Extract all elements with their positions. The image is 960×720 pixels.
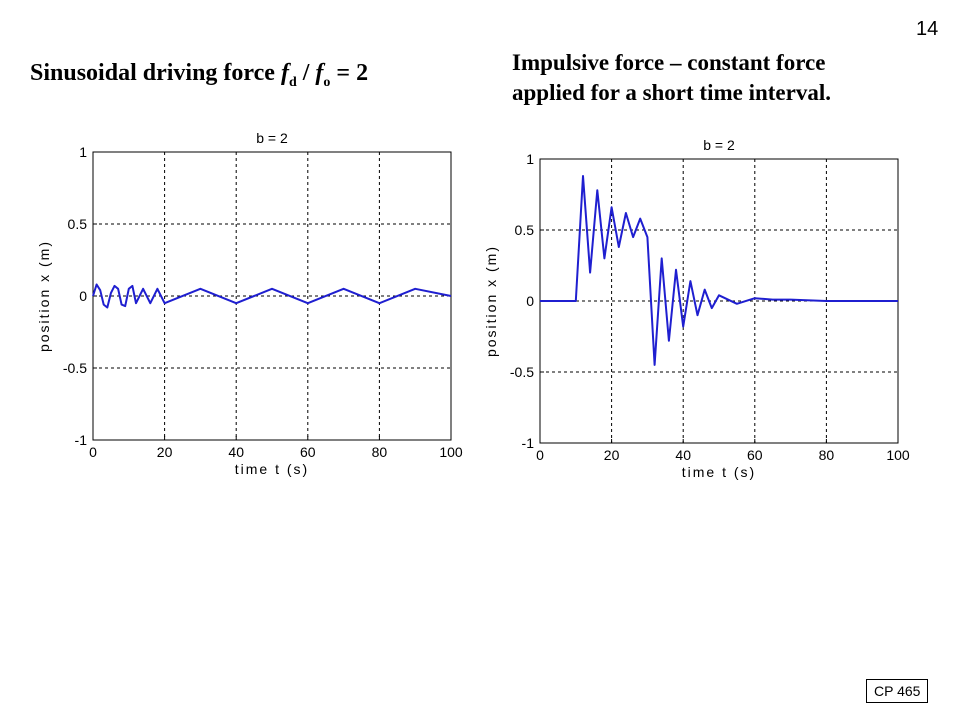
impulsive-y-axis-label: position x (m) xyxy=(483,245,499,357)
impulsive-x-tick-label: 0 xyxy=(536,447,544,463)
sinusoidal-y-tick-label: 0 xyxy=(79,288,87,304)
sinusoidal-x-tick-label: 20 xyxy=(157,444,173,460)
impulsive-x-tick-label: 80 xyxy=(819,447,835,463)
sinusoidal-y-tick-label: -1 xyxy=(75,432,88,448)
sinusoidal-heading: Sinusoidal driving force fd / fo = 2 xyxy=(30,60,369,90)
impulsive-y-tick-label: 1 xyxy=(526,151,534,167)
impulsive-x-tick-label: 40 xyxy=(675,447,691,463)
page-number: 14 xyxy=(916,18,939,40)
impulsive-y-tick-label: -0.5 xyxy=(510,364,534,380)
impulsive-y-tick-label: 0 xyxy=(526,293,534,309)
impulsive-heading-line2: applied for a short time interval. xyxy=(512,80,831,105)
impulsive-x-tick-label: 100 xyxy=(886,447,910,463)
sinusoidal-x-axis-label: time t (s) xyxy=(235,461,309,477)
impulsive-chart-title: b = 2 xyxy=(703,137,735,153)
sinusoidal-y-tick-label: 0.5 xyxy=(68,216,88,232)
impulsive-x-axis-label: time t (s) xyxy=(682,464,756,480)
impulsive-heading-line1: Impulsive force – constant force xyxy=(512,50,826,75)
sinusoidal-y-tick-label: -0.5 xyxy=(63,360,87,376)
impulsive-heading: Impulsive force – constant force applied… xyxy=(512,48,831,108)
impulsive-y-tick-label: 0.5 xyxy=(515,222,535,238)
impulsive-x-tick-label: 60 xyxy=(747,447,763,463)
impulsive-chart: b = 2 0 20 40 60 80 100 -1 -0.5 0 0.5 1 time t (s) po… xyxy=(483,137,910,480)
sinusoidal-chart: b = 2 0 20 40 60 80 100 -1 -0.5 0 0.5 1 time t (s) po… xyxy=(36,130,463,477)
sinusoidal-y-tick-label: 1 xyxy=(79,144,87,160)
sinusoidal-series-line xyxy=(92,283,452,309)
sinusoidal-x-tick-label: 0 xyxy=(89,444,97,460)
sinusoidal-x-tick-label: 60 xyxy=(300,444,316,460)
sinusoidal-chart-title: b = 2 xyxy=(256,130,288,146)
sinusoidal-y-axis-label: position x (m) xyxy=(36,240,52,352)
sinusoidal-x-tick-label: 40 xyxy=(228,444,244,460)
impulsive-series-line xyxy=(540,175,898,366)
sinusoidal-x-tick-label: 80 xyxy=(372,444,388,460)
impulsive-y-tick-label: -1 xyxy=(522,435,535,451)
sinusoidal-x-tick-label: 100 xyxy=(439,444,463,460)
course-tag: CP 465 xyxy=(866,679,929,703)
impulsive-x-tick-label: 20 xyxy=(604,447,620,463)
